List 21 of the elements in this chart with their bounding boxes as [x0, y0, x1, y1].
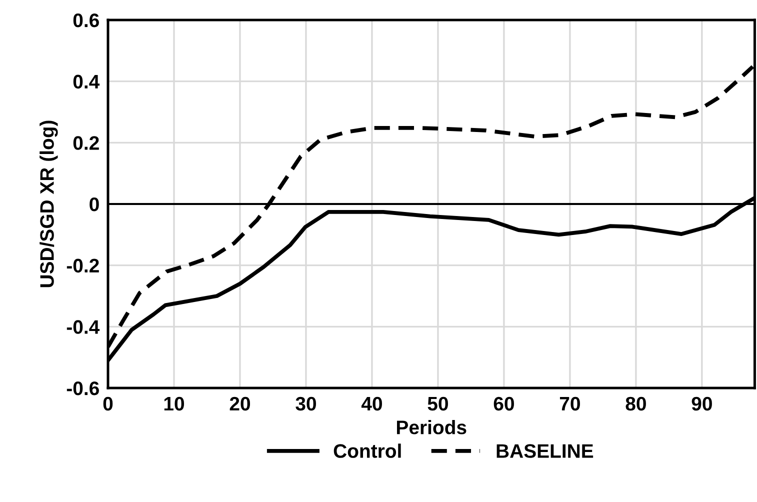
x-tick-label: 10 [164, 396, 184, 411]
x-tick-label: 0 [103, 396, 113, 411]
x-tick-label: 40 [361, 396, 382, 411]
y-axis-title: USD/SGD XR (log) [40, 120, 58, 288]
y-tick-label: 0.6 [73, 13, 99, 28]
x-axis-title: Periods [397, 420, 466, 434]
y-tick-label: 0.4 [73, 74, 100, 89]
y-tick-label: 0.2 [73, 136, 99, 150]
x-tick-label: 20 [230, 396, 250, 411]
y-tick-label: -0.4 [66, 320, 100, 334]
y-tick-label: -0.6 [66, 381, 99, 396]
x-tick-label: 70 [560, 396, 580, 411]
x-tick-label: 60 [494, 396, 514, 411]
y-tick-label: 0 [90, 197, 99, 212]
x-tick-label: 30 [296, 396, 316, 411]
y-tick-label: -0.2 [66, 258, 99, 273]
legend-label: BASELINE [496, 444, 594, 458]
legend-label: Control [334, 444, 401, 458]
x-tick-label: 90 [692, 396, 712, 411]
x-tick-label: 50 [428, 396, 448, 411]
x-tick-label: 80 [626, 396, 646, 411]
